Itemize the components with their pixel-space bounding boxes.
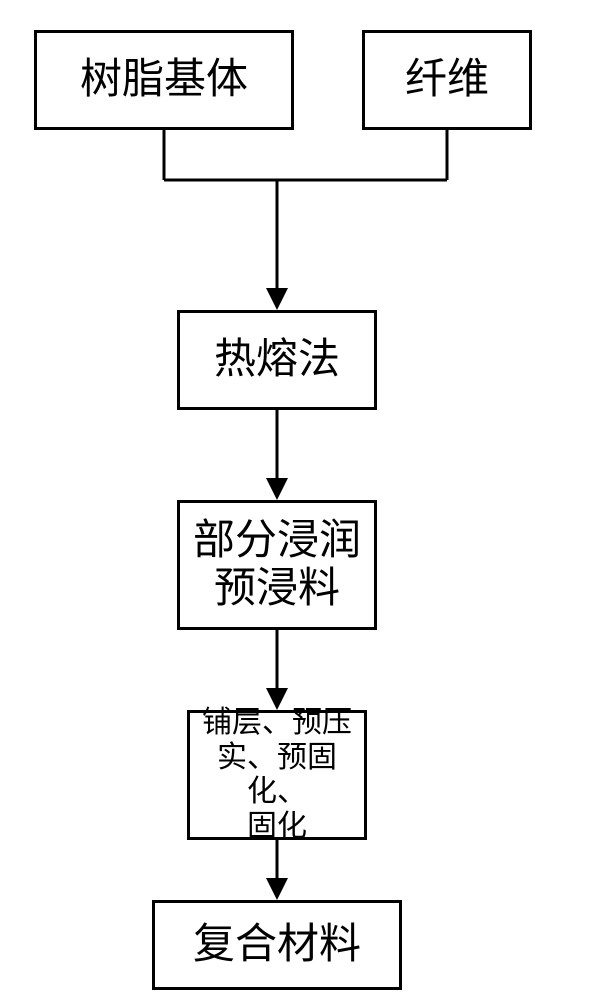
node-prepreg: 部分浸润 预浸料 (177, 500, 377, 630)
node-fiber: 纤维 (362, 30, 532, 130)
node-label: 部分浸润 预浸料 (193, 517, 361, 614)
node-product: 复合材料 (152, 900, 402, 990)
node-label: 复合材料 (193, 921, 361, 969)
node-resin: 树脂基体 (34, 30, 294, 130)
node-label: 树脂基体 (80, 56, 248, 104)
flowchart-canvas: 树脂基体 纤维 热熔法 部分浸润 预浸料 铺层、预压 实、预固化、 固化 复合材… (0, 0, 605, 1000)
node-process: 铺层、预压 实、预固化、 固化 (187, 710, 367, 840)
node-label: 纤维 (405, 56, 489, 104)
node-hotmelt: 热熔法 (177, 310, 377, 410)
node-label: 热熔法 (214, 336, 340, 384)
node-label: 铺层、预压 实、预固化、 固化 (190, 706, 364, 844)
